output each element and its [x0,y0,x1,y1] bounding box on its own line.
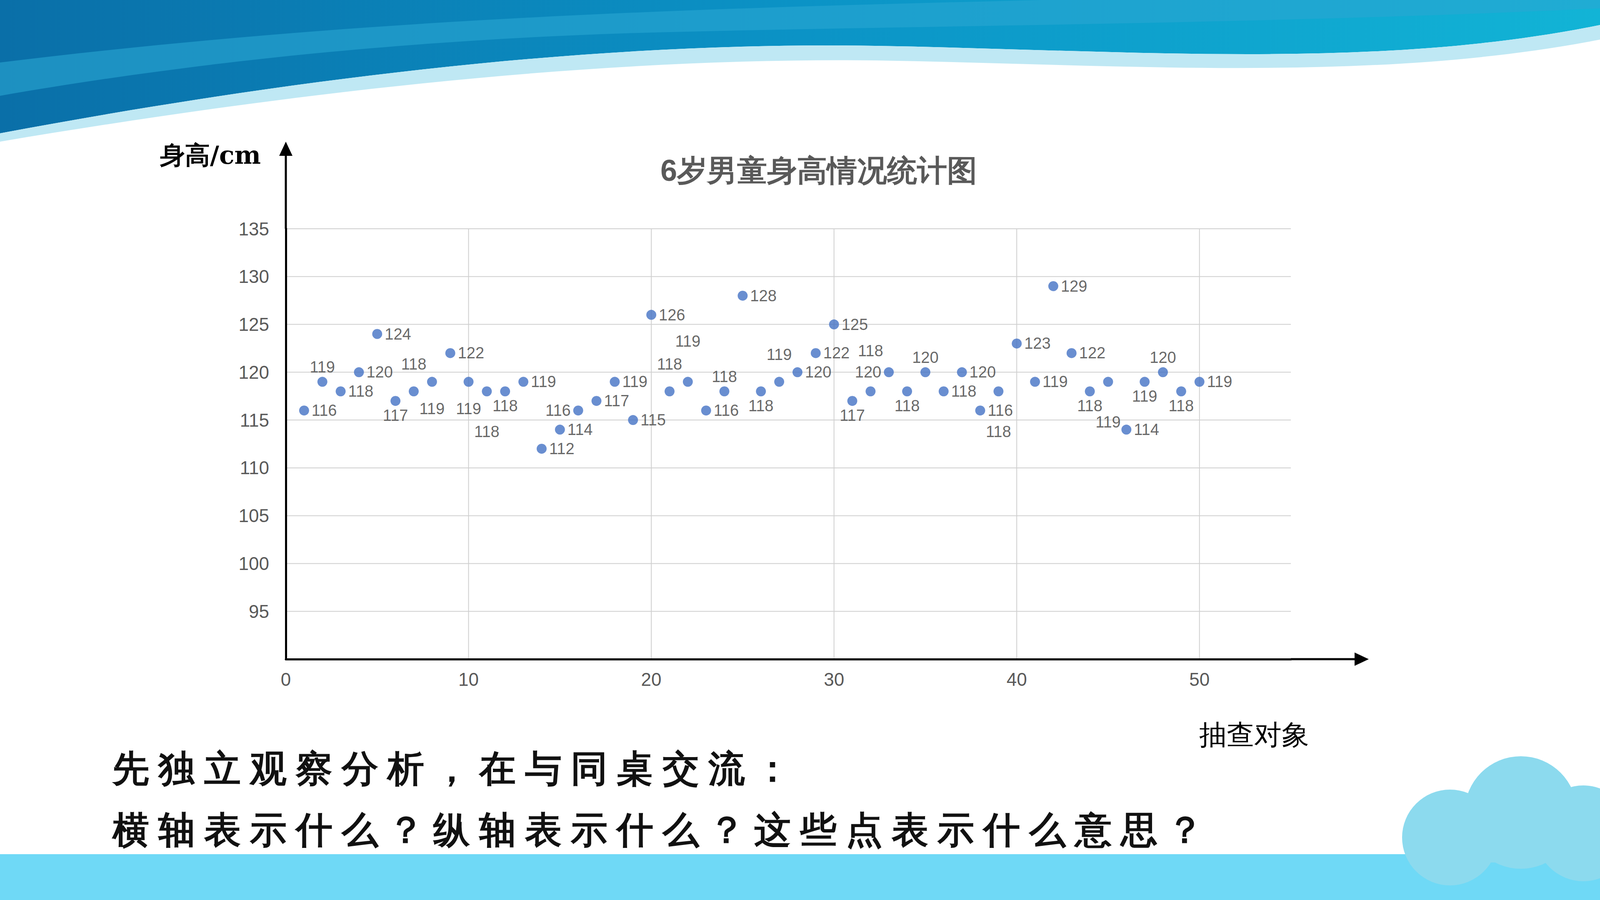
svg-text:118: 118 [474,422,500,441]
svg-text:129: 129 [1060,277,1088,295]
svg-text:95: 95 [248,601,270,622]
svg-text:116: 116 [311,401,338,420]
svg-text:119: 119 [455,400,482,418]
svg-text:118: 118 [348,382,374,400]
svg-text:118: 118 [492,397,518,415]
svg-text:30: 30 [823,669,845,690]
svg-text:119: 119 [766,345,793,364]
svg-text:135: 135 [238,218,270,240]
svg-text:117: 117 [382,406,409,425]
svg-text:20: 20 [641,669,662,690]
svg-text:118: 118 [711,367,738,386]
svg-text:118: 118 [857,342,884,360]
svg-text:40: 40 [1006,669,1028,690]
svg-text:118: 118 [401,355,427,373]
svg-text:119: 119 [675,332,701,350]
svg-text:115: 115 [640,411,666,429]
svg-text:130: 130 [238,266,270,287]
svg-text:10: 10 [458,669,479,690]
svg-text:119: 119 [530,372,557,391]
svg-text:0: 0 [280,669,291,690]
svg-text:125: 125 [238,314,270,335]
svg-text:128: 128 [750,287,777,305]
svg-text:118: 118 [1168,397,1195,415]
html-text:横轴表示什么？纵轴表示什么？这些点表示什么意思？: 横轴表示什么？纵轴表示什么？这些点表示什么意思？ [112,807,1213,852]
svg-text:122: 122 [457,344,485,362]
svg-text:身高/cm: 身高/cm [159,140,261,170]
svg-text:117: 117 [839,406,865,425]
svg-text:126: 126 [658,306,685,324]
svg-text:120: 120 [969,363,996,381]
svg-text:50: 50 [1189,669,1210,690]
svg-text:120: 120 [366,363,393,381]
html-text:先独立观察分析，在与同桌交流：: 先独立观察分析，在与同桌交流： [112,746,800,790]
svg-text:120: 120 [855,363,882,381]
svg-text:118: 118 [748,397,774,415]
svg-text:124: 124 [384,325,411,343]
svg-text:125: 125 [841,315,868,334]
svg-text:122: 122 [1079,344,1106,362]
svg-text:100: 100 [238,553,270,574]
svg-text:119: 119 [309,358,335,376]
svg-text:115: 115 [240,410,270,431]
svg-text:114: 114 [567,420,593,439]
svg-text:117: 117 [604,392,630,410]
svg-text:119: 119 [622,372,648,391]
svg-text:122: 122 [823,344,850,362]
svg-text:119: 119 [1095,413,1121,431]
svg-text:123: 123 [1024,334,1051,353]
svg-text:120: 120 [912,348,939,367]
svg-text:116: 116 [545,401,571,420]
svg-text:116: 116 [987,401,1013,420]
svg-text:6岁男童身高情况统计图: 6岁男童身高情况统计图 [660,153,978,188]
svg-text:119: 119 [419,400,445,418]
svg-text:119: 119 [1042,372,1068,391]
svg-text:119: 119 [1207,372,1233,391]
svg-text:120: 120 [805,363,832,381]
svg-text:119: 119 [1132,387,1158,405]
svg-text:118: 118 [894,397,920,415]
svg-text:118: 118 [1077,397,1103,415]
svg-text:118: 118 [657,355,683,373]
svg-text:120: 120 [238,362,270,383]
svg-text:118: 118 [985,422,1012,441]
svg-text:116: 116 [713,401,740,420]
svg-text:118: 118 [951,382,977,400]
svg-text:114: 114 [1133,420,1160,439]
svg-text:110: 110 [240,457,270,478]
svg-text:抽查对象: 抽查对象 [1199,719,1310,750]
svg-text:112: 112 [549,440,575,458]
svg-text:120: 120 [1149,348,1176,367]
svg-text:105: 105 [238,505,270,526]
